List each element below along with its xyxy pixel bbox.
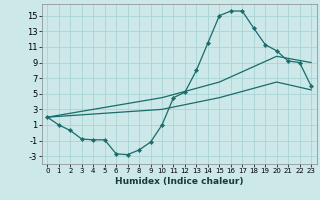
X-axis label: Humidex (Indice chaleur): Humidex (Indice chaleur) — [115, 177, 244, 186]
